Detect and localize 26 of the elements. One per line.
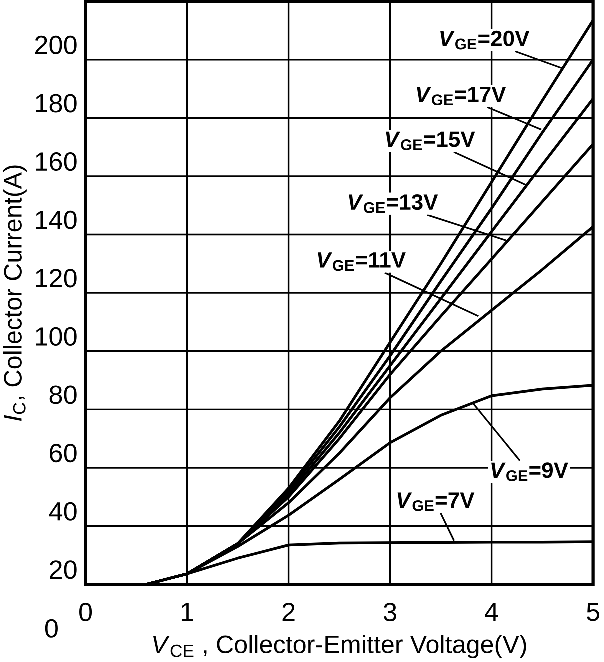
annotation: V$_{GE}$=11V (318, 252, 406, 272)
y-tick-label: 200 (35, 36, 77, 54)
annotation: V$_{GE}$=17V (417, 86, 506, 106)
y-tick-label: 180 (36, 94, 77, 113)
annotation: V$_{GE}$=7V (398, 492, 475, 512)
text: 0 (45, 619, 58, 638)
x-tick-label: 2 (282, 602, 295, 622)
y-tick-label: 120 (36, 269, 77, 288)
annotation: V$_{GE}$=13V (349, 194, 438, 214)
x-tick-label: 1 (182, 602, 194, 622)
y-tick-label: 160 (36, 152, 77, 172)
y-tick-label: 100 (36, 327, 77, 346)
x-tick-label: 5 (587, 602, 600, 622)
x-tick-label: 4 (485, 602, 498, 622)
y-tick-label: 40 (49, 502, 77, 521)
x-axis-title: V$_{CE}$ , Collector-Emitter Voltage(V) (153, 635, 526, 659)
y-tick-label: 140 (36, 210, 77, 230)
annotation: V$_{GE}$=9V (492, 462, 568, 482)
annotation: V$_{GE}$=20V (440, 30, 530, 50)
x-tick-label: 3 (384, 602, 396, 622)
x-tick-label: 0 (79, 602, 92, 622)
y-tick-label: 80 (50, 386, 77, 404)
y-tick-label: 20 (50, 560, 77, 580)
y-axis-title: I$_{C}$, Collector Current(A) (3, 166, 27, 422)
y-tick-label: 60 (50, 444, 77, 463)
annotation: V$_{GE}$=15V (386, 132, 476, 150)
